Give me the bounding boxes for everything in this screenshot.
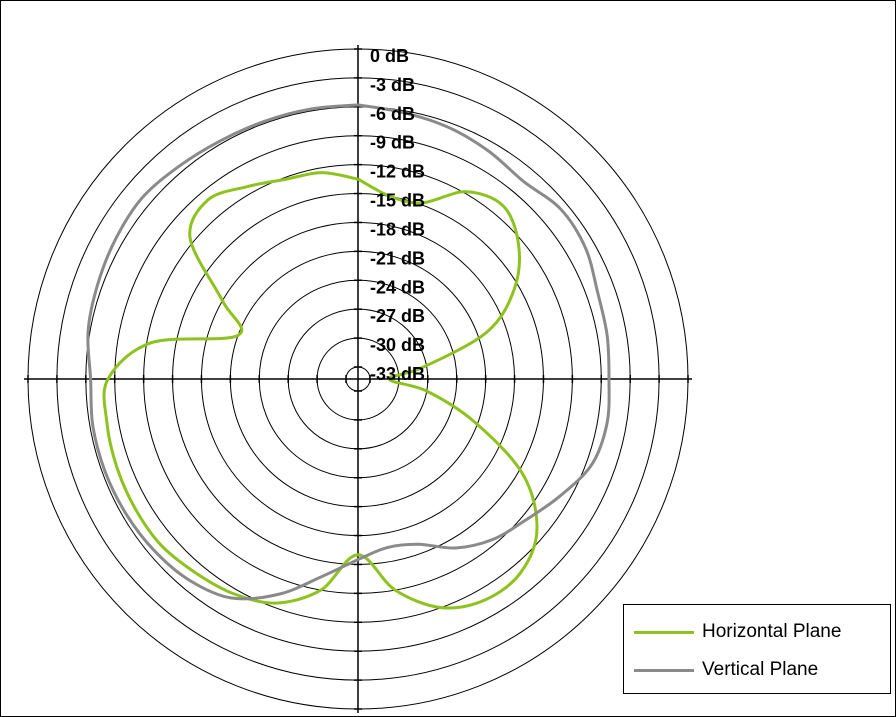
radial-tick-labels: 0 dB -3 dB -6 dB -9 dB -12 dB -15 dB -18 dB -21… (370, 46, 425, 384)
radial-tick-label: -3 dB (370, 75, 415, 95)
radial-tick-label: -15 dB (370, 191, 425, 211)
legend-item-vertical: Vertical Plane (634, 655, 818, 685)
legend-swatch-horizontal (634, 630, 694, 634)
radial-tick-label: -33 dB (370, 364, 425, 384)
legend-swatch-vertical (634, 668, 694, 672)
series-line-horizontal-plane (102, 171, 539, 610)
legend-label-horizontal: Horizontal Plane (702, 621, 842, 642)
legend-label-vertical: Vertical Plane (702, 659, 819, 680)
radial-tick-label: -30 dB (370, 335, 425, 355)
radial-tick-label: -9 dB (370, 133, 415, 153)
radial-tick-label: -18 dB (370, 219, 425, 239)
radial-tick-label: -12 dB (370, 162, 425, 182)
angle-axes (24, 45, 692, 713)
radial-tick-label: -27 dB (370, 306, 425, 326)
series-group (86, 103, 611, 610)
legend-item-horizontal: Horizontal Plane (634, 617, 841, 647)
radial-tick-label: 0 dB (370, 46, 409, 66)
radial-tick-label: -21 dB (370, 248, 425, 268)
radial-tick-label: -6 dB (370, 104, 415, 124)
radial-tick-label: -24 dB (370, 277, 425, 297)
legend: Horizontal Plane Vertical Plane (623, 604, 891, 694)
series-line-vertical-plane (86, 103, 611, 601)
